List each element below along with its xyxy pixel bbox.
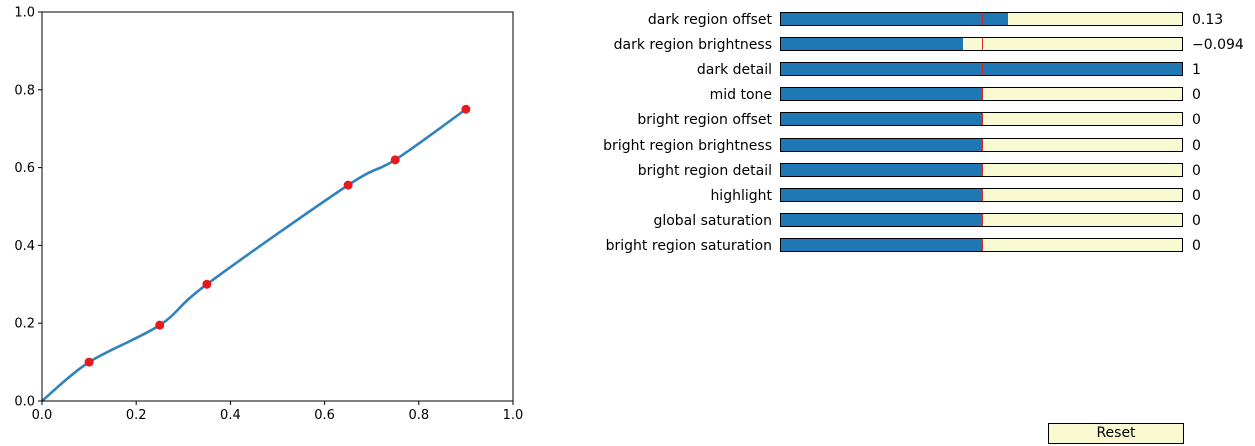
slider-row: mid tone 0 bbox=[0, 86, 1255, 104]
slider-row: bright region saturation 0 bbox=[0, 237, 1255, 255]
x-tick-label: 0.0 bbox=[32, 408, 53, 423]
slider-row: dark detail 1 bbox=[0, 61, 1255, 79]
x-tick-label: 1.0 bbox=[503, 408, 524, 423]
y-tick-label: 0.8 bbox=[14, 83, 35, 98]
y-tick-label: 1.0 bbox=[14, 6, 35, 21]
y-tick-label: 0.0 bbox=[14, 395, 35, 410]
slider-row: dark region brightness −0.094 bbox=[0, 36, 1255, 54]
slider-fill bbox=[781, 38, 963, 51]
slider-track[interactable] bbox=[780, 62, 1183, 77]
slider-fill bbox=[781, 163, 982, 176]
slider-track[interactable] bbox=[780, 187, 1183, 202]
slider-label: bright region detail bbox=[637, 162, 772, 179]
slider-initial-marker bbox=[981, 38, 983, 51]
x-tick-label: 0.6 bbox=[314, 408, 335, 423]
slider-value: 0 bbox=[1192, 112, 1201, 129]
y-tick-label: 0.2 bbox=[14, 317, 35, 332]
slider-row: bright region brightness 0 bbox=[0, 137, 1255, 155]
control-points[interactable] bbox=[84, 104, 471, 367]
slider-row: bright region offset 0 bbox=[0, 111, 1255, 129]
slider-value: 0.13 bbox=[1192, 12, 1224, 28]
slider-initial-marker bbox=[981, 213, 983, 226]
control-point[interactable] bbox=[461, 104, 471, 114]
slider-row: global saturation 0 bbox=[0, 212, 1255, 230]
slider-fill bbox=[781, 113, 982, 126]
slider-initial-marker bbox=[981, 188, 983, 201]
slider-label: dark detail bbox=[696, 62, 772, 79]
slider-label: global saturation bbox=[653, 212, 772, 229]
slider-initial-marker bbox=[981, 163, 983, 176]
slider-label: bright region offset bbox=[637, 112, 772, 129]
x-tick-label: 0.2 bbox=[126, 408, 147, 423]
slider-initial-marker bbox=[981, 113, 983, 126]
slider-fill bbox=[781, 213, 982, 226]
slider-row: bright region detail 0 bbox=[0, 162, 1255, 180]
control-point[interactable] bbox=[202, 279, 212, 289]
x-tick-label: 0.4 bbox=[220, 408, 241, 423]
slider-value: 0 bbox=[1192, 87, 1201, 104]
slider-label: dark region offset bbox=[647, 12, 772, 28]
slider-label: dark region brightness bbox=[613, 37, 772, 54]
plot-frame bbox=[41, 11, 514, 402]
slider-fill bbox=[781, 238, 982, 251]
slider-initial-marker bbox=[981, 88, 983, 101]
slider-row: highlight 0 bbox=[0, 187, 1255, 205]
slider-label: bright region saturation bbox=[605, 237, 772, 254]
slider-track[interactable] bbox=[780, 37, 1183, 52]
slider-fill bbox=[781, 138, 982, 151]
slider-value: 0 bbox=[1192, 137, 1201, 154]
control-point[interactable] bbox=[390, 155, 400, 165]
slider-track[interactable] bbox=[780, 137, 1183, 152]
slider-label: mid tone bbox=[709, 87, 772, 104]
slider-track[interactable] bbox=[780, 12, 1183, 26]
slider-value: 0 bbox=[1192, 162, 1201, 179]
x-tick-label: 0.8 bbox=[408, 408, 429, 423]
slider-value: 1 bbox=[1192, 62, 1201, 79]
slider-initial-marker bbox=[981, 13, 983, 25]
control-point[interactable] bbox=[84, 357, 94, 367]
slider-fill bbox=[781, 88, 982, 101]
slider-initial-marker bbox=[981, 138, 983, 151]
slider-track[interactable] bbox=[780, 212, 1183, 227]
slider-initial-marker bbox=[981, 238, 983, 251]
slider-track[interactable] bbox=[780, 162, 1183, 177]
y-tick-label: 0.4 bbox=[14, 239, 35, 254]
slider-fill bbox=[781, 188, 982, 201]
slider-value: −0.094 bbox=[1192, 37, 1244, 54]
reset-button[interactable]: Reset bbox=[1048, 423, 1184, 444]
tone-curve-chart[interactable]: 0.0 0.2 0.4 0.6 0.8 1.0 0.0 0.2 0.4 0.6 0.8 1.0 bbox=[0, 0, 560, 446]
slider-label: bright region brightness bbox=[603, 137, 772, 154]
slider-track[interactable] bbox=[780, 87, 1183, 102]
slider-row: dark region offset 0.13 bbox=[0, 11, 1255, 29]
y-tick-label: 0.6 bbox=[14, 161, 35, 176]
slider-fill bbox=[781, 13, 1008, 25]
control-point[interactable] bbox=[155, 320, 165, 330]
slider-value: 0 bbox=[1192, 187, 1201, 204]
slider-value: 0 bbox=[1192, 237, 1201, 254]
control-point[interactable] bbox=[343, 180, 353, 190]
slider-value: 0 bbox=[1192, 212, 1201, 229]
slider-track[interactable] bbox=[780, 112, 1183, 127]
slider-label: highlight bbox=[710, 187, 772, 204]
slider-initial-marker bbox=[981, 63, 983, 76]
axis-ticks: 0.0 0.2 0.4 0.6 0.8 1.0 0.0 0.2 0.4 0.6 0.8 1.0 bbox=[14, 6, 523, 424]
slider-track[interactable] bbox=[780, 237, 1183, 252]
